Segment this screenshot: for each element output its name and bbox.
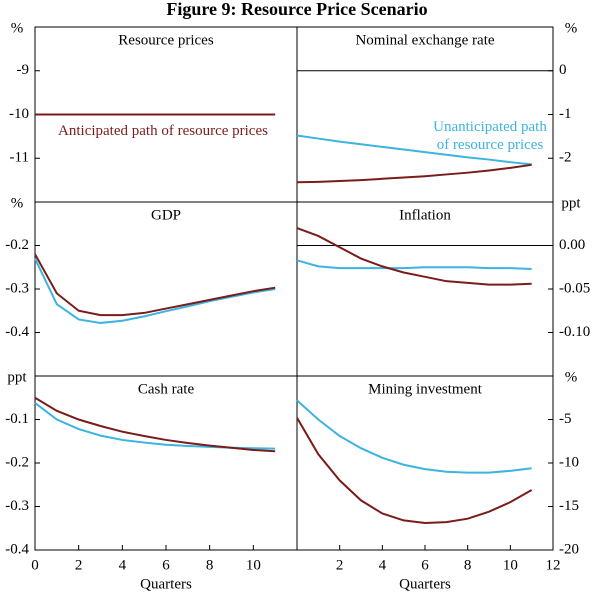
panel-title: Inflation	[399, 207, 451, 223]
x-tick-label: 2	[336, 557, 344, 573]
unit-label: %	[565, 20, 578, 36]
frame	[34, 26, 554, 551]
annotation-line: Anticipated path of resource prices	[58, 123, 268, 139]
series-line	[34, 402, 276, 450]
x-tick-label: 0	[31, 557, 39, 573]
y-tick-label: -0.10	[559, 324, 590, 340]
x-axis-label: Quarters	[140, 576, 192, 592]
x-tick-label: 4	[119, 557, 127, 573]
x-tick-label: 6	[421, 557, 429, 573]
y-tick-label: -2	[559, 150, 572, 166]
series-line	[34, 396, 276, 453]
x-tick-label: 12	[546, 557, 561, 573]
y-tick-label: -11	[10, 150, 29, 166]
unit-label: ppt	[7, 369, 27, 385]
panel-title: GDP	[151, 207, 181, 223]
y-tick-label: -0.4	[5, 541, 29, 557]
y-tick-label: -10	[9, 106, 29, 122]
panel-title: Mining investment	[368, 381, 483, 397]
series-line	[296, 399, 532, 474]
unit-label: %	[565, 369, 578, 385]
y-tick-label: -0.05	[559, 280, 590, 296]
series-line	[296, 227, 532, 286]
x-axis-label: Quarters	[399, 576, 451, 592]
unit-label: %	[11, 20, 24, 36]
series-line	[296, 134, 532, 166]
y-tick-label: -1	[559, 106, 572, 122]
x-tick-label: 10	[503, 557, 518, 573]
series-line	[34, 258, 276, 324]
figure-title: Figure 9: Resource Price Scenario	[166, 0, 427, 19]
panel-title: Cash rate	[138, 381, 195, 397]
y-tick-label: -9	[17, 62, 30, 78]
panel-title: Resource prices	[118, 32, 214, 48]
unit-label: %	[11, 195, 24, 211]
series-line	[296, 259, 532, 270]
y-tick-label: -5	[559, 411, 572, 427]
y-tick-label: 0	[559, 62, 567, 78]
x-tick-label: 10	[246, 557, 261, 573]
annotation-line: Unanticipated path	[433, 119, 547, 135]
y-tick-label: -0.4	[5, 324, 29, 340]
x-tick-label: 2	[75, 557, 83, 573]
y-tick-label: -0.1	[5, 411, 29, 427]
y-tick-label: 0.00	[559, 237, 585, 253]
panel-title: Nominal exchange rate	[355, 32, 494, 48]
annotation: Anticipated path of resource prices	[58, 123, 268, 139]
y-tick-label: -0.3	[5, 498, 29, 514]
y-tick-label: -0.2	[5, 454, 29, 470]
y-tick-label: -20	[559, 541, 579, 557]
y-tick-label: -0.3	[5, 280, 29, 296]
x-tick-label: 4	[379, 557, 387, 573]
unit-label: ppt	[561, 195, 581, 211]
y-tick-label: -10	[559, 454, 579, 470]
x-tick-label: 6	[162, 557, 170, 573]
x-tick-label: 8	[206, 557, 214, 573]
series-line	[296, 417, 533, 525]
y-tick-label: -15	[559, 498, 579, 514]
series-line	[34, 253, 276, 317]
annotation: Unanticipated path of resource prices	[433, 119, 547, 153]
x-tick-label: 8	[464, 557, 472, 573]
y-tick-label: -0.2	[5, 237, 29, 253]
annotation-line: of resource prices	[437, 137, 544, 153]
series-line	[296, 163, 532, 184]
